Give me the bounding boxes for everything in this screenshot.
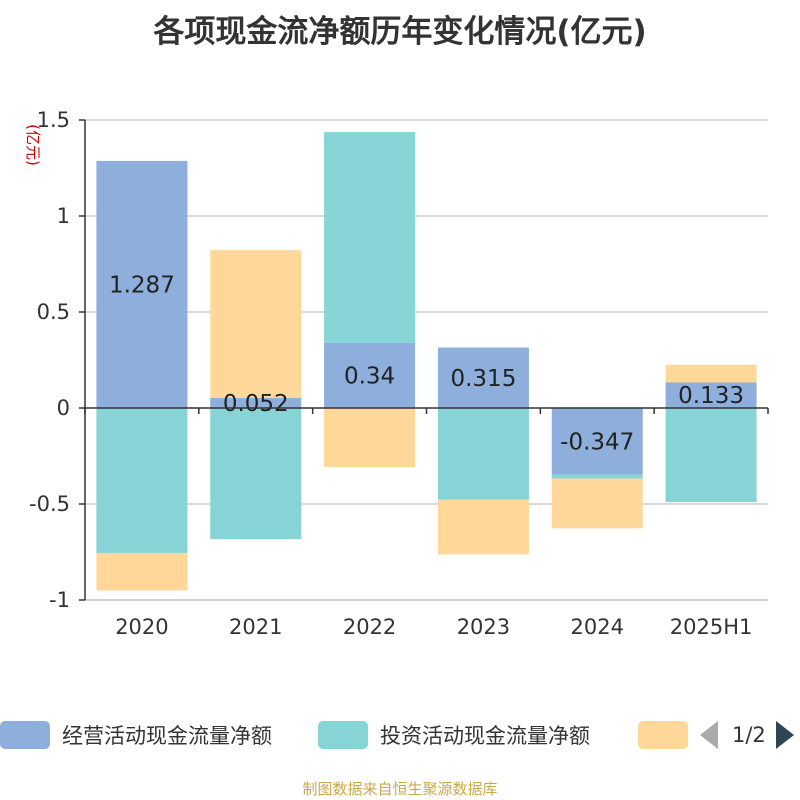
x-tick-label: 2022 bbox=[343, 615, 396, 639]
bar-2024-series0[interactable] bbox=[551, 408, 643, 475]
x-tick-label: 2024 bbox=[571, 615, 624, 639]
legend-pager: 1/2 bbox=[700, 720, 794, 750]
legend-item-investing[interactable]: 投资活动现金流量净额 bbox=[318, 720, 590, 750]
data-label-2021: 0.052 bbox=[223, 391, 289, 417]
next-page-icon[interactable] bbox=[775, 721, 794, 749]
bar-2025H1-series1[interactable] bbox=[665, 408, 757, 503]
x-tick-label: 2025H1 bbox=[670, 615, 753, 639]
bar-2025H1-series2[interactable] bbox=[665, 364, 757, 383]
x-tick-label: 2020 bbox=[115, 615, 168, 639]
y-tick-label: 1 bbox=[57, 204, 70, 228]
bar-2025H1-series0[interactable] bbox=[665, 382, 757, 408]
data-labels: 1.287 0.052 0.34 0.315 -0.347 0.133 bbox=[109, 272, 744, 455]
bar-2023-series2[interactable] bbox=[437, 499, 529, 555]
y-tick-label: -0.5 bbox=[29, 492, 70, 516]
bar-2022-series1[interactable] bbox=[324, 132, 416, 343]
x-tick-label: 2021 bbox=[229, 615, 282, 639]
x-tick-label: 2023 bbox=[457, 615, 510, 639]
bar-2020-series2[interactable] bbox=[96, 552, 188, 591]
bar-2024-series1[interactable] bbox=[551, 474, 643, 479]
bar-2021-series2[interactable] bbox=[210, 250, 302, 399]
axes: 1.5 1 0.5 0 -0.5 -1 (亿元) 2020 2021 2022 2023 2024 20… bbox=[24, 108, 769, 639]
y-tick-label: 0 bbox=[57, 396, 70, 420]
legend-swatch-financing bbox=[638, 721, 688, 749]
data-label-2022: 0.34 bbox=[344, 363, 395, 389]
bar-2023-series0[interactable] bbox=[437, 347, 529, 408]
bar-2020-series0[interactable] bbox=[96, 160, 188, 408]
legend-swatch-investing bbox=[318, 721, 368, 749]
bar-2023-series1[interactable] bbox=[437, 408, 529, 500]
data-label-2020: 1.287 bbox=[109, 272, 175, 298]
y-tick-label: 0.5 bbox=[37, 300, 70, 324]
chart-title: 各项现金流净额历年变化情况(亿元) bbox=[153, 14, 647, 50]
legend-page-indicator: 1/2 bbox=[732, 723, 766, 747]
legend: 经营活动现金流量净额 投资活动现金流量净额 1/2 bbox=[0, 712, 800, 756]
y-tick-label: 1.5 bbox=[37, 108, 70, 132]
y-tick-label: -1 bbox=[49, 588, 70, 612]
bars bbox=[96, 132, 757, 591]
bar-2021-series0[interactable] bbox=[210, 398, 302, 408]
bar-2022-series0[interactable] bbox=[324, 342, 416, 408]
data-label-2025H1: 0.133 bbox=[678, 383, 744, 409]
grid-lines bbox=[85, 119, 768, 601]
data-label-2023: 0.315 bbox=[450, 366, 516, 392]
legend-item-operating[interactable]: 经营活动现金流量净额 bbox=[0, 720, 272, 750]
bar-2020-series1[interactable] bbox=[96, 408, 188, 553]
legend-label-investing: 投资活动现金流量净额 bbox=[380, 724, 590, 748]
y-unit-label: (亿元) bbox=[24, 124, 42, 166]
bar-2024-series2[interactable] bbox=[551, 478, 643, 529]
data-source-note: 制图数据来自恒生聚源数据库 bbox=[302, 780, 498, 798]
bar-2021-series1[interactable] bbox=[210, 408, 302, 540]
prev-page-icon[interactable] bbox=[700, 721, 718, 749]
legend-label-operating: 经营活动现金流量净额 bbox=[62, 724, 272, 748]
bar-chart: 1.287 0.052 0.34 0.315 -0.347 0.133 1.5 1 0.5 0 -… bbox=[24, 108, 769, 639]
data-label-2024: -0.347 bbox=[560, 429, 634, 455]
legend-item-financing[interactable] bbox=[638, 720, 688, 750]
legend-swatch-operating bbox=[0, 721, 50, 749]
bar-2022-series2[interactable] bbox=[324, 408, 416, 467]
